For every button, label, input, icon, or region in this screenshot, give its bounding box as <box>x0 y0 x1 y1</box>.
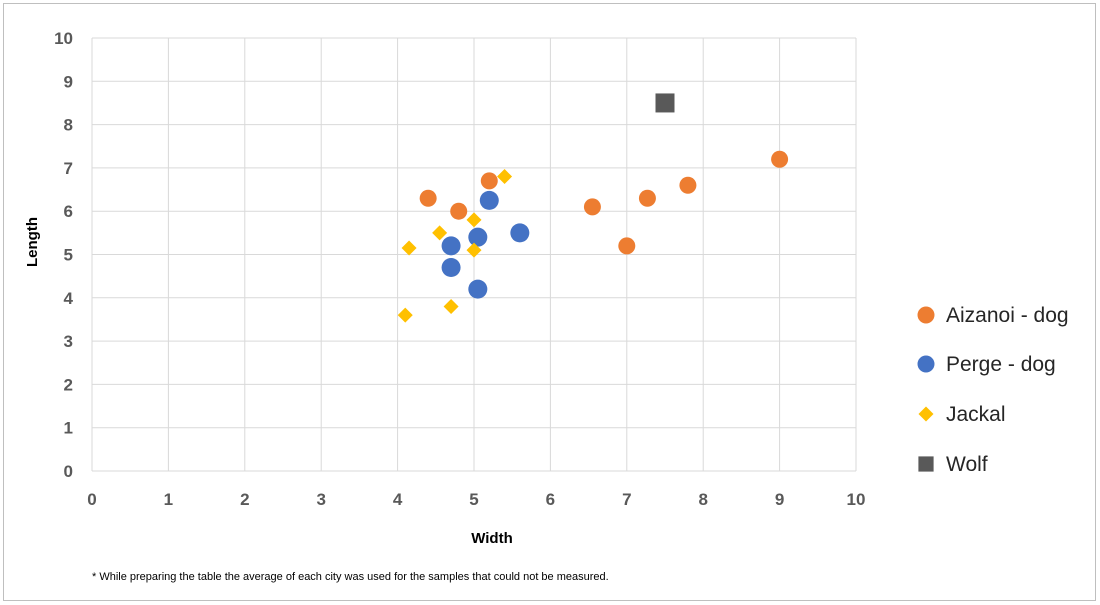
legend-label-wolf: Wolf <box>946 453 988 476</box>
point-jackal <box>466 242 482 258</box>
point-perge-dog <box>479 190 499 210</box>
x-tick-label: 8 <box>698 490 707 509</box>
point-jackal <box>497 169 513 185</box>
point-aizanoi-dog <box>771 150 789 168</box>
legend-label-aizanoi-dog: Aizanoi - dog <box>946 304 1069 327</box>
point-wolf <box>655 93 675 113</box>
x-tick-label: 5 <box>469 490 478 509</box>
y-tick-label: 8 <box>64 116 73 135</box>
legend-marker-jackal <box>918 406 934 422</box>
point-perge-dog <box>441 236 461 256</box>
y-tick-label: 4 <box>64 289 74 308</box>
y-tick-label: 9 <box>64 72 73 91</box>
point-aizanoi-dog <box>450 202 468 220</box>
x-tick-labels: 0 1 2 3 4 5 6 7 8 9 10 <box>87 490 865 509</box>
x-tick-label: 3 <box>316 490 325 509</box>
data-points <box>397 93 789 323</box>
legend: Aizanoi - dog Perge - dog Jackal Wolf <box>917 304 1069 476</box>
point-aizanoi-dog <box>679 176 697 194</box>
footnote: * While preparing the table the average … <box>92 571 609 583</box>
point-jackal <box>466 212 482 228</box>
point-jackal <box>443 298 459 314</box>
x-axis-title: Width <box>471 530 513 547</box>
y-tick-labels: 0 1 2 3 4 5 6 7 8 9 10 <box>54 29 73 481</box>
point-jackal <box>397 307 413 323</box>
x-tick-label: 6 <box>546 490 555 509</box>
legend-marker-aizanoi-dog <box>917 306 935 324</box>
point-perge-dog <box>441 257 461 277</box>
point-jackal <box>401 240 417 256</box>
legend-marker-perge-dog <box>917 355 935 373</box>
x-tick-label: 4 <box>393 490 403 509</box>
y-tick-label: 0 <box>64 462 73 481</box>
x-tick-label: 10 <box>847 490 866 509</box>
point-aizanoi-dog <box>618 237 636 255</box>
chart-frame <box>3 3 1096 601</box>
y-tick-label: 2 <box>64 375 73 394</box>
point-aizanoi-dog <box>480 172 498 190</box>
y-axis-title: Length <box>24 217 41 267</box>
point-perge-dog <box>468 279 488 299</box>
point-perge-dog <box>510 223 530 243</box>
y-tick-label: 10 <box>54 29 73 48</box>
x-tick-label: 1 <box>164 490 173 509</box>
legend-label-jackal: Jackal <box>946 403 1006 426</box>
x-tick-label: 0 <box>87 490 96 509</box>
x-tick-label: 9 <box>775 490 784 509</box>
point-jackal <box>432 225 448 241</box>
legend-marker-wolf <box>918 456 934 472</box>
y-tick-label: 3 <box>64 332 73 351</box>
y-tick-label: 7 <box>64 159 73 178</box>
y-tick-label: 5 <box>64 246 73 265</box>
point-aizanoi-dog <box>583 198 601 216</box>
point-perge-dog <box>468 227 488 247</box>
y-tick-label: 1 <box>64 419 73 438</box>
point-aizanoi-dog <box>419 189 437 207</box>
y-tick-label: 6 <box>64 202 73 221</box>
point-aizanoi-dog <box>638 189 656 207</box>
x-tick-label: 7 <box>622 490 631 509</box>
x-tick-label: 2 <box>240 490 249 509</box>
legend-label-perge-dog: Perge - dog <box>946 353 1056 376</box>
